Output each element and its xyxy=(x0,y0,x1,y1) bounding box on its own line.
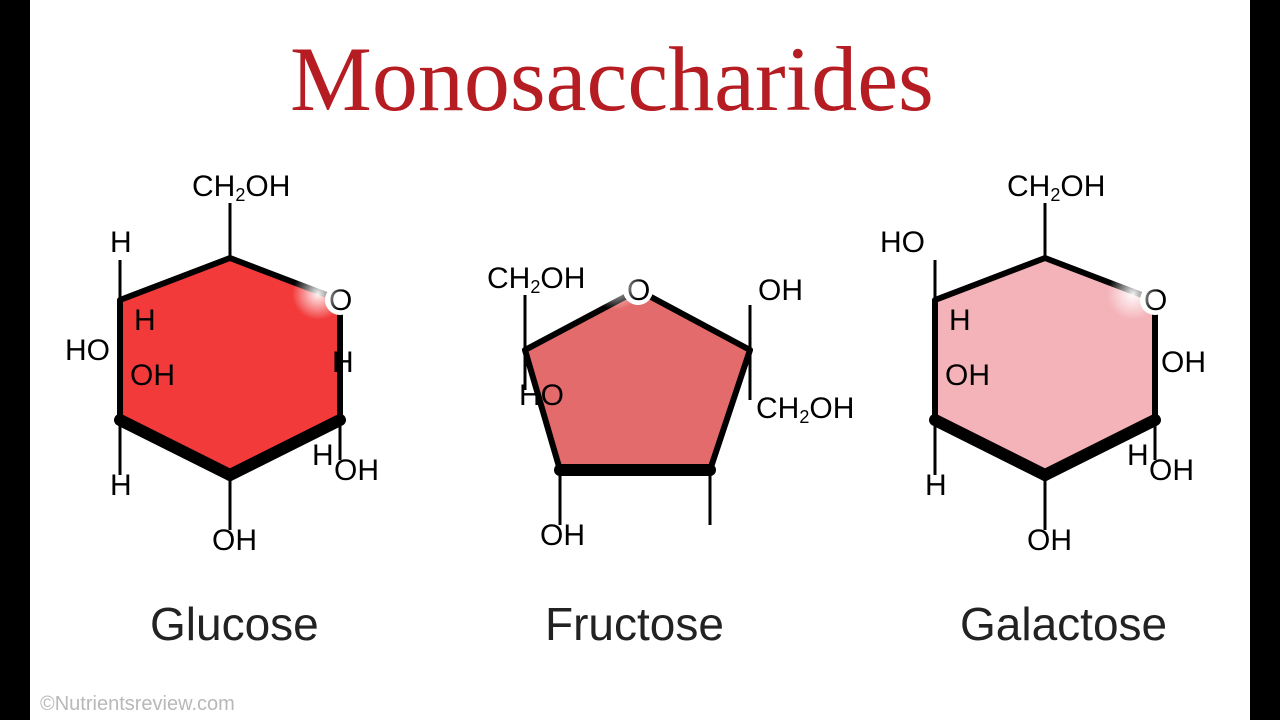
svg-text:HO: HO xyxy=(65,334,110,367)
svg-text:OH: OH xyxy=(540,519,585,552)
svg-text:H: H xyxy=(1127,439,1149,472)
svg-text:OH: OH xyxy=(1027,524,1072,557)
molecule-galactose: OCH2OHHOHOHOHHHOHOHGalactose xyxy=(880,170,1206,650)
svg-text:H: H xyxy=(312,439,334,472)
svg-text:CH2OH: CH2OH xyxy=(487,262,585,297)
svg-text:OH: OH xyxy=(212,524,257,557)
svg-text:OH: OH xyxy=(758,274,803,307)
svg-text:OH: OH xyxy=(1149,454,1194,487)
molecule-glucose: OCH2OHHHOHHOHHHOHOHGlucose xyxy=(65,170,379,650)
svg-text:H: H xyxy=(925,469,947,502)
svg-text:HO: HO xyxy=(519,379,564,412)
svg-text:HO: HO xyxy=(880,226,925,259)
credit-text: ©Nutrientsreview.com xyxy=(40,693,235,715)
page-title: Monosaccharides xyxy=(290,28,934,130)
svg-text:H: H xyxy=(332,346,354,379)
svg-text:H: H xyxy=(110,226,132,259)
galactose-name: Galactose xyxy=(960,598,1167,650)
diagram-stage: Monosaccharides©Nutrientsreview.comOCH2O… xyxy=(30,0,1250,720)
svg-text:CH2OH: CH2OH xyxy=(756,392,854,427)
chem-svg: Monosaccharides©Nutrientsreview.comOCH2O… xyxy=(30,0,1250,720)
svg-text:OH: OH xyxy=(130,359,175,392)
svg-text:OH: OH xyxy=(945,359,990,392)
svg-text:OH: OH xyxy=(1161,346,1206,379)
fructose-name: Fructose xyxy=(545,598,724,650)
svg-text:CH2OH: CH2OH xyxy=(192,170,290,205)
molecule-fructose: OCH2OHHOOHCH2OHOHFructose xyxy=(487,258,854,650)
glucose-name: Glucose xyxy=(150,598,319,650)
svg-text:OH: OH xyxy=(334,454,379,487)
svg-text:H: H xyxy=(949,304,971,337)
svg-text:H: H xyxy=(134,304,156,337)
svg-text:H: H xyxy=(110,469,132,502)
svg-text:CH2OH: CH2OH xyxy=(1007,170,1105,205)
